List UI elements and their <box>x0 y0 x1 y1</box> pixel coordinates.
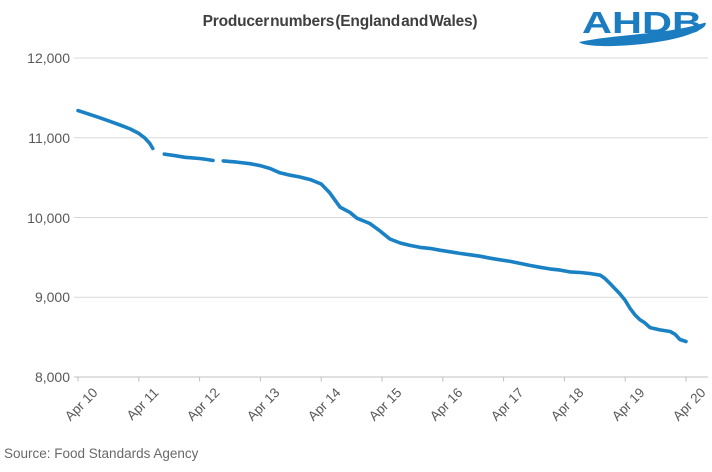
ahdb-wave-icon <box>579 22 706 47</box>
y-axis-label-8000: 8,000 <box>34 369 70 385</box>
source-note: Source: Food Standards Agency <box>4 446 199 461</box>
y-axis-label-12000: 12,000 <box>27 50 70 66</box>
producer-line <box>76 108 688 344</box>
line-segment-2 <box>221 159 688 344</box>
axis-ticks <box>77 377 687 382</box>
y-axis-label-10000: 10,000 <box>27 209 70 226</box>
line-segment-1 <box>162 152 215 163</box>
line-segment-0 <box>76 108 155 151</box>
gridlines <box>74 57 708 378</box>
ahdb-logo: AHDB <box>579 5 706 47</box>
chart-title: Producer numbers (England and Wales) <box>202 13 478 30</box>
y-axis-label-9000: 9,000 <box>34 289 70 306</box>
y-axis-label-11000: 11,000 <box>28 129 70 146</box>
